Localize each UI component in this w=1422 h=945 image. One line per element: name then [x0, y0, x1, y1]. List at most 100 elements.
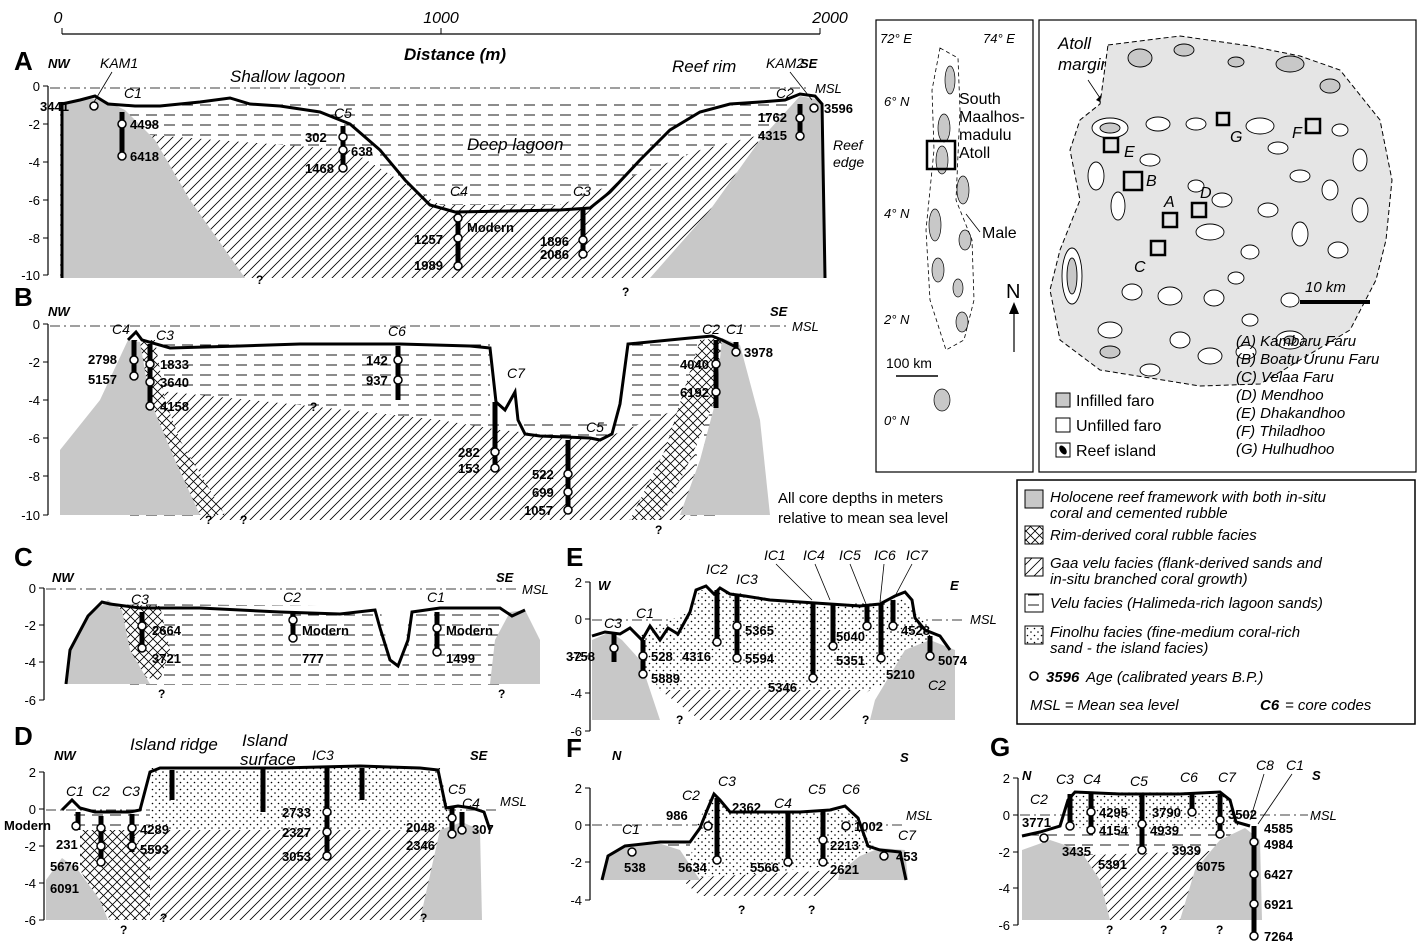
- depth-tick: -4: [24, 655, 36, 670]
- age-label: 522: [532, 467, 554, 482]
- age-label: 538: [624, 860, 646, 875]
- panel-letter: G: [990, 732, 1010, 762]
- note-line: relative to mean sea level: [778, 510, 948, 527]
- direction-right: SE: [770, 304, 788, 319]
- age-label: 4289: [140, 822, 169, 837]
- core-code: C1: [636, 605, 654, 621]
- depth-axis: 2 0 -2 -4 -6: [570, 575, 591, 739]
- age-points: [71, 807, 467, 867]
- age-label: 4158: [160, 399, 189, 414]
- distance-axis: 0 1000 2000 Distance (m): [54, 10, 848, 64]
- direction-right: SE: [800, 56, 818, 71]
- age-label: Modern: [467, 220, 514, 235]
- msl-label: MSL: [1310, 808, 1337, 823]
- site-letter: E: [1124, 144, 1135, 161]
- unknown-marker: ?: [205, 513, 212, 527]
- legend-text: coral and cemented rubble: [1050, 505, 1228, 522]
- depth-tick: -10: [21, 268, 40, 283]
- unknown-marker: ?: [420, 911, 427, 925]
- sediment-surface: [600, 791, 908, 881]
- age-label: 2086: [540, 247, 569, 262]
- core-code: C3: [156, 327, 174, 343]
- age-label: 4154: [1099, 823, 1129, 838]
- panel-g: G N S 2 0 -2 -4 -6 MSL C2: [990, 732, 1337, 944]
- place-label: Male: [982, 225, 1017, 242]
- scale-label: 10 km: [1305, 279, 1346, 296]
- age-label: 937: [366, 373, 388, 388]
- depth-tick: -4: [24, 876, 36, 891]
- unknown-marker: ?: [310, 400, 317, 414]
- site-letter: G: [1230, 129, 1242, 146]
- age-example: 3596: [1046, 669, 1080, 686]
- age-label: 4295: [1099, 805, 1128, 820]
- infilled-faro-swatch: [1055, 392, 1071, 408]
- age-label: 5210: [886, 667, 915, 682]
- atoll-map-title: margin: [1058, 55, 1110, 74]
- place-label: Atoll: [959, 145, 990, 162]
- faro-shapes: [1061, 43, 1369, 377]
- age-label: 3758: [566, 649, 595, 664]
- core-code: C3: [718, 773, 736, 789]
- sediment-surface: [60, 764, 492, 831]
- core-code: C2: [1030, 791, 1048, 807]
- direction-right: SE: [470, 748, 488, 763]
- direction-left: NW: [54, 748, 77, 763]
- depth-tick: -4: [570, 686, 582, 701]
- depth-axis: 2 0 -2 -4 -6: [998, 771, 1019, 933]
- age-symbol: [1029, 671, 1039, 681]
- panel-e: E W E 2 0 -2 -4 -6 MSL: [566, 542, 997, 739]
- age-label: 6192: [680, 385, 709, 400]
- age-points: [609, 621, 935, 683]
- core-code: IC3: [312, 747, 334, 763]
- place-label: Maalhos-: [959, 109, 1025, 126]
- msl-label: MSL: [970, 612, 997, 627]
- age-label: 2327: [282, 825, 311, 840]
- reef-framework-swatch: [1024, 489, 1044, 509]
- site-name: (D) Mendhoo: [1236, 387, 1324, 404]
- section-label: Reef: [833, 137, 865, 153]
- age-label: 4528: [901, 623, 930, 638]
- age-label: 5566: [750, 860, 779, 875]
- section-label: surface: [240, 750, 296, 769]
- gaa-velu-swatch: [1024, 557, 1044, 577]
- age-label: 2733: [282, 805, 311, 820]
- core-code: C1: [66, 783, 84, 799]
- core-code: C6: [1180, 769, 1198, 785]
- legend-text: in-situ branched coral growth): [1050, 571, 1248, 588]
- core-code: IC2: [706, 561, 728, 577]
- depth-tick: 2: [29, 765, 36, 780]
- depth-tick: 2: [1003, 771, 1010, 786]
- rubble-swatch: [1024, 525, 1044, 545]
- age-label: 986: [666, 808, 688, 823]
- age-label: 5351: [836, 653, 865, 668]
- age-label: 4315: [758, 128, 787, 143]
- reef-framework: [1180, 828, 1262, 920]
- core-code: C5: [1130, 773, 1148, 789]
- panel-letter: A: [14, 46, 33, 76]
- finolhu-facies: [1068, 792, 1240, 836]
- age-label: 5157: [88, 372, 117, 387]
- location-map-frame: [875, 19, 1034, 473]
- age-label: 3721: [152, 651, 181, 666]
- unknown-marker: ?: [808, 903, 815, 917]
- direction-right: SE: [496, 570, 514, 585]
- gaa-velu-facies: [150, 135, 760, 278]
- legend-text: Gaa velu facies (flank-derived sands and: [1050, 555, 1322, 572]
- note-line: All core depths in meters: [778, 490, 943, 507]
- depth-tick: -2: [570, 649, 582, 664]
- gaa-velu-facies: [150, 390, 700, 520]
- age-label: 453: [896, 849, 918, 864]
- unknown-marker: ?: [738, 903, 745, 917]
- unfilled-faro-swatch: [1055, 417, 1071, 433]
- core-code: IC6: [874, 547, 896, 563]
- depth-tick: -6: [570, 724, 582, 739]
- depth-tick: 0: [29, 802, 36, 817]
- age-label: 2621: [830, 862, 859, 877]
- core-code: C4: [1083, 771, 1101, 787]
- core-code: KAM2: [766, 55, 804, 71]
- reef-framework: [62, 98, 245, 278]
- facies-legend: Holocene reef framework with both in-sit…: [1016, 479, 1416, 725]
- sediment-surface: [126, 329, 739, 442]
- age-label: 5365: [745, 623, 774, 638]
